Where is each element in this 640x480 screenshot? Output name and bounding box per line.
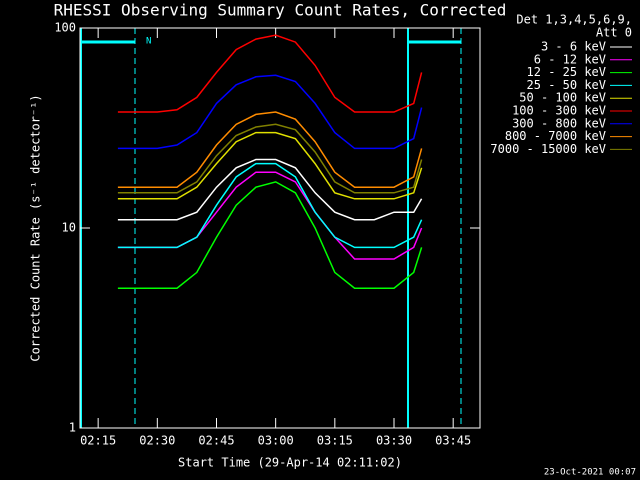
x-tick-label: 03:30 xyxy=(376,434,412,448)
series-line xyxy=(117,162,423,249)
legend-label: 50 - 100 keV xyxy=(519,91,606,105)
plot-frame xyxy=(79,27,481,429)
y-tick-label: 100 xyxy=(54,21,76,35)
series-line xyxy=(117,34,423,113)
series-line xyxy=(117,74,423,150)
legend-label: 6 - 12 keV xyxy=(534,52,606,66)
legend-label: 25 - 50 keV xyxy=(527,78,606,92)
series-line xyxy=(117,171,423,260)
x-tick-label: 03:00 xyxy=(258,434,294,448)
x-axis-label: Start Time (29-Apr-14 02:11:02) xyxy=(178,456,402,470)
legend-label: 3 - 6 keV xyxy=(541,40,606,54)
legend-label: 300 - 800 keV xyxy=(512,116,606,130)
footer: 23-Oct-2021 00:07 xyxy=(544,468,636,478)
annotation: N xyxy=(146,37,151,47)
chart-title: RHESSI Observing Summary Count Rates, Co… xyxy=(54,1,507,20)
x-tick-label: 02:45 xyxy=(198,434,234,448)
x-tick-label: 02:30 xyxy=(139,434,175,448)
y-axis-label: Corrected Count Rate (s⁻¹ detector⁻¹) xyxy=(29,94,43,361)
interval-markers xyxy=(80,28,462,428)
series-line xyxy=(117,158,423,221)
y-tick-label: 1 xyxy=(69,421,76,435)
series-line xyxy=(117,181,423,289)
legend-label: 12 - 25 keV xyxy=(527,65,606,79)
legend-label: 7000 - 15000 keV xyxy=(490,142,606,156)
legend-label: 800 - 7000 keV xyxy=(505,129,606,143)
series-line xyxy=(117,123,423,194)
x-tick-label: 03:45 xyxy=(435,434,471,448)
x-tick-label: 03:15 xyxy=(317,434,353,448)
x-tick-label: 02:15 xyxy=(80,434,116,448)
series-line xyxy=(117,111,423,188)
legend-header: Att 0 xyxy=(596,26,632,40)
legend-label: 100 - 300 keV xyxy=(512,104,606,118)
legend-header: Det 1,3,4,5,6,9, xyxy=(516,13,632,27)
y-tick-label: 10 xyxy=(62,221,76,235)
series-line xyxy=(117,131,423,200)
